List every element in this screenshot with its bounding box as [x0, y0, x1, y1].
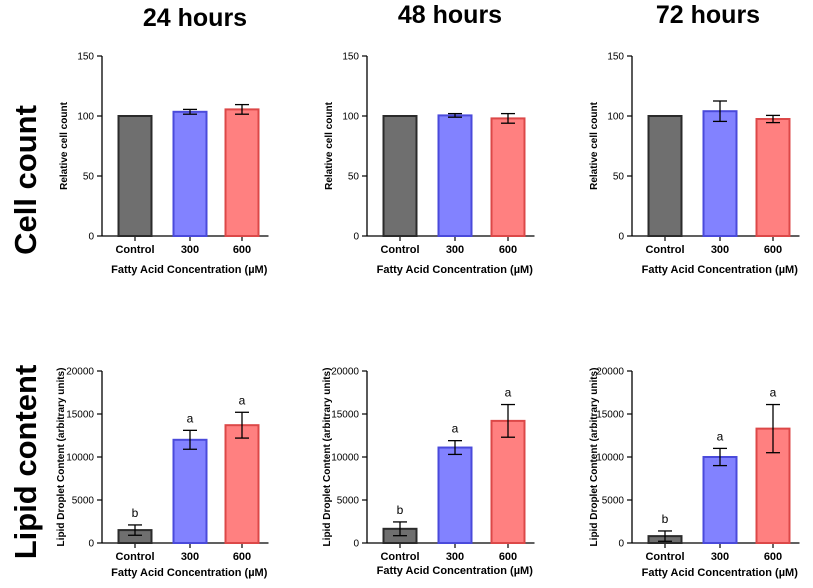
x-tick-label-300: 300: [711, 551, 729, 563]
y-tick-label: 5000: [337, 496, 360, 507]
y-tick-label: 10000: [66, 453, 94, 464]
chart-cc48: 0 50 100 150 Control 300 600 Fatty Acid Concent…: [324, 52, 535, 276]
y-tick-label: 50: [348, 172, 360, 183]
row-label-cell-count: Cell count: [8, 105, 43, 255]
y-tick-label: 0: [618, 539, 624, 550]
y-tick-label: 100: [607, 112, 624, 123]
y-tick-label: 15000: [66, 410, 94, 421]
y-tick-label: 150: [342, 52, 359, 63]
x-tick-label-600: 600: [233, 244, 251, 256]
row-label-lipid-content: Lipid content: [8, 365, 43, 560]
x-tick-label-control: Control: [380, 244, 419, 256]
y-tick-label: 10000: [331, 453, 359, 464]
bar-600: [224, 108, 260, 237]
bar-600: [490, 419, 526, 545]
column-title-48h: 48 hours: [398, 1, 502, 29]
y-tick-label: 0: [353, 232, 359, 243]
bar-600: [224, 424, 260, 544]
y-tick-label: 10000: [596, 453, 624, 464]
y-tick-label: 20000: [66, 367, 94, 378]
significance-label-control: b: [397, 503, 404, 517]
significance-label-control: b: [132, 506, 139, 520]
x-tick-label-300: 300: [446, 244, 464, 256]
y-axis-label: Lipid Droplet Content (arbitrary units): [56, 368, 67, 547]
bar-control: [117, 115, 153, 237]
x-axis-label: Fatty Acid Concentration (µM): [642, 264, 799, 276]
bar-300: [702, 110, 738, 237]
y-tick-label: 150: [77, 52, 94, 63]
significance-label-300: a: [187, 411, 194, 425]
y-tick-label: 0: [88, 232, 94, 243]
y-tick-label: 5000: [602, 496, 625, 507]
y-tick-label: 5000: [72, 496, 95, 507]
x-tick-label-control: Control: [645, 551, 684, 563]
chart-lc72: 0 5000 10000 15000 20000 Control b 300 a 600 a Fatt…: [589, 367, 800, 579]
bar-600: [490, 117, 526, 237]
x-tick-label-300: 300: [711, 244, 729, 256]
x-tick-label-300: 300: [181, 551, 199, 563]
significance-label-600: a: [239, 393, 246, 407]
x-tick-label-300: 300: [181, 244, 199, 256]
x-tick-label-control: Control: [380, 551, 419, 563]
y-axis-label: Relative cell count: [589, 101, 600, 189]
y-tick-label: 0: [618, 232, 624, 243]
y-tick-label: 0: [88, 539, 94, 550]
chart-cc72: 0 50 100 150 Control 300 600 Fatty Acid Concent…: [589, 52, 800, 276]
bar-300: [437, 446, 473, 545]
y-tick-label: 15000: [596, 410, 624, 421]
significance-label-600: a: [770, 386, 777, 400]
y-tick-label: 15000: [331, 410, 359, 421]
x-tick-label-600: 600: [764, 244, 782, 256]
x-tick-label-600: 600: [233, 551, 251, 563]
column-title-72h: 72 hours: [656, 1, 760, 29]
significance-label-control: b: [662, 512, 669, 526]
bar-300: [172, 110, 208, 237]
x-axis-label: Fatty Acid Concentration (µM): [111, 264, 268, 276]
chart-lc48: 0 5000 10000 15000 20000 Control b 300 a 600 a Fatt…: [322, 367, 535, 577]
bar-control: [647, 115, 683, 237]
x-axis-label: Fatty Acid Concentration (µM): [111, 567, 268, 579]
x-axis-label: Fatty Acid Concentration (µM): [377, 565, 534, 577]
x-tick-label-600: 600: [499, 244, 517, 256]
y-tick-label: 50: [613, 172, 625, 183]
x-tick-label-control: Control: [115, 551, 154, 563]
y-tick-label: 100: [77, 112, 94, 123]
y-axis-label: Lipid Droplet Content (arbitrary units): [322, 368, 333, 547]
y-axis-label: Lipid Droplet Content (arbitrary units): [589, 368, 600, 547]
significance-label-300: a: [452, 422, 459, 436]
bar-600: [755, 118, 791, 237]
x-axis-label: Fatty Acid Concentration (µM): [377, 264, 534, 276]
x-tick-label-300: 300: [446, 551, 464, 563]
bar-300: [172, 438, 208, 544]
significance-label-600: a: [505, 386, 512, 400]
y-tick-label: 100: [342, 112, 359, 123]
x-axis-label: Fatty Acid Concentration (µM): [642, 567, 799, 579]
x-tick-label-600: 600: [499, 551, 517, 563]
chart-lc24: 0 5000 10000 15000 20000 Control b 300 a 600 a Fatt…: [56, 367, 269, 579]
y-tick-label: 0: [353, 539, 359, 550]
column-title-24h: 24 hours: [143, 4, 247, 32]
x-tick-label-control: Control: [115, 244, 154, 256]
chart-panels: 0 50 100 150 Control 300 600 Fatty Acid Concent…: [56, 52, 800, 579]
y-tick-label: 20000: [596, 367, 624, 378]
bar-control: [382, 115, 418, 237]
x-tick-label-600: 600: [764, 551, 782, 563]
bar-300: [437, 114, 473, 237]
y-axis-label: Relative cell count: [324, 101, 335, 189]
y-tick-label: 50: [83, 172, 95, 183]
y-tick-label: 20000: [331, 367, 359, 378]
y-axis-label: Relative cell count: [59, 101, 70, 189]
significance-label-300: a: [717, 429, 724, 443]
x-tick-label-control: Control: [645, 244, 684, 256]
chart-cc24: 0 50 100 150 Control 300 600 Fatty Acid Concent…: [59, 52, 269, 276]
bar-300: [702, 456, 738, 544]
y-tick-label: 150: [607, 52, 624, 63]
